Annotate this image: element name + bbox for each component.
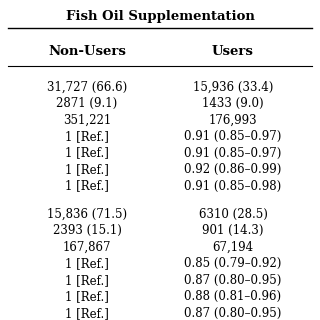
Text: 1 [Ref.]: 1 [Ref.]: [65, 274, 109, 287]
Text: 0.87 (0.80–0.95): 0.87 (0.80–0.95): [184, 307, 282, 320]
Text: 67,194: 67,194: [212, 241, 253, 254]
Text: 0.91 (0.85–0.97): 0.91 (0.85–0.97): [184, 130, 282, 143]
Text: 2871 (9.1): 2871 (9.1): [56, 97, 118, 110]
Text: 1433 (9.0): 1433 (9.0): [202, 97, 264, 110]
Text: 2393 (15.1): 2393 (15.1): [52, 224, 122, 237]
Text: 0.87 (0.80–0.95): 0.87 (0.80–0.95): [184, 274, 282, 287]
Text: 0.88 (0.81–0.96): 0.88 (0.81–0.96): [184, 290, 282, 303]
Text: Fish Oil Supplementation: Fish Oil Supplementation: [66, 10, 254, 23]
Text: 176,993: 176,993: [209, 114, 257, 127]
Text: 901 (14.3): 901 (14.3): [202, 224, 264, 237]
Text: 0.91 (0.85–0.98): 0.91 (0.85–0.98): [184, 180, 282, 192]
Text: 1 [Ref.]: 1 [Ref.]: [65, 180, 109, 192]
Text: Non-Users: Non-Users: [48, 45, 126, 58]
Text: 1 [Ref.]: 1 [Ref.]: [65, 307, 109, 320]
Text: 1 [Ref.]: 1 [Ref.]: [65, 130, 109, 143]
Text: 1 [Ref.]: 1 [Ref.]: [65, 290, 109, 303]
Text: 0.91 (0.85–0.97): 0.91 (0.85–0.97): [184, 147, 282, 160]
Text: 31,727 (66.6): 31,727 (66.6): [47, 81, 127, 94]
Text: 1 [Ref.]: 1 [Ref.]: [65, 257, 109, 270]
Text: 1 [Ref.]: 1 [Ref.]: [65, 163, 109, 176]
Text: 0.92 (0.86–0.99): 0.92 (0.86–0.99): [184, 163, 282, 176]
Text: 167,867: 167,867: [63, 241, 111, 254]
Text: 15,836 (71.5): 15,836 (71.5): [47, 208, 127, 221]
Text: 351,221: 351,221: [63, 114, 111, 127]
Text: 6310 (28.5): 6310 (28.5): [198, 208, 268, 221]
Text: 1 [Ref.]: 1 [Ref.]: [65, 147, 109, 160]
Text: 0.85 (0.79–0.92): 0.85 (0.79–0.92): [184, 257, 282, 270]
Text: Users: Users: [212, 45, 254, 58]
Text: 15,936 (33.4): 15,936 (33.4): [193, 81, 273, 94]
